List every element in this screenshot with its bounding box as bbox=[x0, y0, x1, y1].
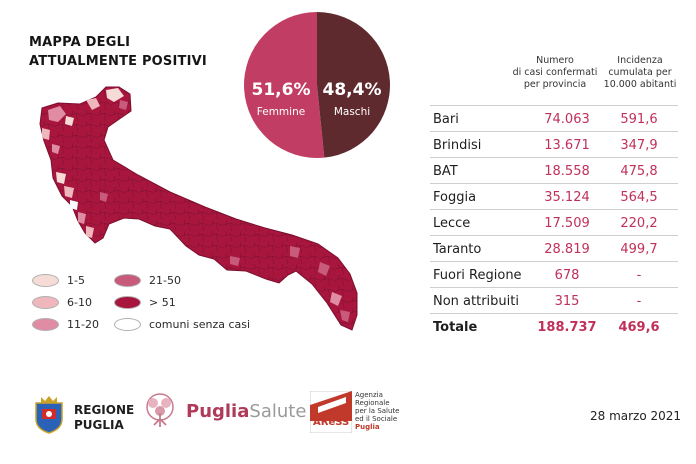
map-light-areas bbox=[42, 88, 350, 322]
table-row: Taranto 28.819 499,7 bbox=[430, 237, 678, 262]
row-cases: 35.124 bbox=[544, 189, 590, 205]
row-incidence: - bbox=[636, 293, 642, 309]
pie-slice-female bbox=[244, 12, 325, 158]
header-line: 10.000 abitanti bbox=[603, 79, 677, 90]
total-incidence: 469,6 bbox=[618, 320, 660, 335]
row-province: Bari bbox=[433, 111, 459, 127]
legend-item-21-50: 21-50 bbox=[114, 274, 181, 287]
legend-label: 11-20 bbox=[67, 318, 99, 331]
row-cases: 13.671 bbox=[544, 137, 590, 153]
aress-description: Agenzia Regionale per la Salute ed il So… bbox=[355, 391, 399, 431]
row-cases: 315 bbox=[554, 293, 580, 309]
report-date: 28 marzo 2021 bbox=[590, 409, 682, 423]
column-header-cases: Numero di casi confermati per provincia bbox=[500, 55, 610, 91]
column-header-incidence: Incidenza cumulata per 10.000 abitanti bbox=[590, 55, 690, 91]
table-top-divider bbox=[430, 105, 678, 106]
row-incidence: 220,2 bbox=[620, 215, 658, 231]
total-label: Totale bbox=[433, 320, 478, 335]
header-line: cumulata per bbox=[608, 67, 672, 78]
row-province: Fuori Regione bbox=[433, 267, 522, 283]
puglia-salute-logo: PugliaSalute bbox=[186, 401, 306, 422]
aress-line: Regionale bbox=[355, 399, 390, 407]
row-cases: 678 bbox=[554, 267, 580, 283]
legend-item-6-10: 6-10 bbox=[32, 296, 92, 309]
map-municipalities bbox=[40, 87, 357, 330]
row-cases: 74.063 bbox=[544, 111, 590, 127]
legend-item-1-5: 1-5 bbox=[32, 274, 85, 287]
legend-label: 1-5 bbox=[67, 274, 85, 287]
aress-line: ed il Sociale bbox=[355, 415, 398, 423]
table-total-row: Totale 188.737 469,6 bbox=[430, 315, 678, 340]
aress-line: Agenzia bbox=[355, 391, 383, 399]
aress-line-puglia: Puglia bbox=[355, 423, 380, 431]
legend-swatch-icon bbox=[114, 318, 141, 331]
male-label: Maschi bbox=[333, 106, 371, 118]
pie-male-label: 48,4% Maschi bbox=[312, 80, 392, 118]
regione-puglia-logo: REGIONE PUGLIA bbox=[74, 403, 134, 433]
total-cases: 188.737 bbox=[537, 320, 597, 335]
table-row: Brindisi 13.671 347,9 bbox=[430, 133, 678, 158]
legend-swatch-icon bbox=[32, 318, 59, 331]
row-province: BAT bbox=[433, 163, 458, 179]
header-line: di casi confermati bbox=[512, 67, 598, 78]
row-cases: 17.509 bbox=[544, 215, 590, 231]
page-title: MAPPA DEGLI ATTUALMENTE POSITIVI bbox=[29, 33, 207, 71]
header-line: Incidenza bbox=[617, 55, 663, 66]
row-incidence: - bbox=[636, 267, 642, 283]
puglia-salute-part2: Salute bbox=[249, 401, 307, 422]
row-province: Lecce bbox=[433, 215, 471, 231]
table-row: Lecce 17.509 220,2 bbox=[430, 211, 678, 236]
row-province: Brindisi bbox=[433, 137, 482, 153]
legend-swatch-icon bbox=[32, 274, 59, 287]
legend-label: 6-10 bbox=[67, 296, 92, 309]
row-incidence: 475,8 bbox=[620, 163, 658, 179]
puglia-salute-tree-icon bbox=[146, 393, 174, 427]
footer: REGIONE PUGLIA PugliaSalute AReSS Agenzi… bbox=[0, 385, 696, 445]
row-cases: 28.819 bbox=[544, 241, 590, 257]
row-incidence: 591,6 bbox=[620, 111, 658, 127]
aress-line: per la Salute bbox=[355, 407, 400, 415]
pie-female-label: 51,6% Femmine bbox=[241, 80, 321, 118]
row-province: Taranto bbox=[433, 241, 482, 257]
legend-swatch-icon bbox=[32, 296, 59, 309]
row-incidence: 564,5 bbox=[620, 189, 658, 205]
legend-item-no-cases: comuni senza casi bbox=[114, 318, 250, 331]
regione-puglia-crest-icon bbox=[35, 396, 63, 434]
legend-item-51: > 51 bbox=[114, 296, 176, 309]
row-cases: 18.558 bbox=[544, 163, 590, 179]
row-incidence: 347,9 bbox=[620, 137, 658, 153]
table-row: BAT 18.558 475,8 bbox=[430, 159, 678, 184]
table-row: Fuori Regione 678 - bbox=[430, 263, 678, 288]
puglia-salute-part1: Puglia bbox=[186, 401, 250, 422]
pie-slice-male bbox=[317, 12, 391, 158]
aress-logo-text: AReSS bbox=[313, 417, 350, 428]
regione-line-1: REGIONE bbox=[74, 403, 135, 417]
regione-line-2: PUGLIA bbox=[74, 418, 124, 432]
title-line-2: ATTUALMENTE POSITIVI bbox=[29, 54, 207, 69]
row-incidence: 499,7 bbox=[620, 241, 658, 257]
legend-label: > 51 bbox=[149, 296, 176, 309]
row-province: Non attribuiti bbox=[433, 293, 519, 309]
legend-label: 21-50 bbox=[149, 274, 181, 287]
legend-swatch-icon bbox=[114, 296, 141, 309]
female-label: Femmine bbox=[256, 106, 306, 118]
map-legend: 1-5 6-10 11-20 21-50 > 51 comuni senza c… bbox=[32, 272, 262, 336]
male-percent: 48,4% bbox=[322, 80, 382, 100]
legend-item-11-20: 11-20 bbox=[32, 318, 99, 331]
title-line-1: MAPPA DEGLI bbox=[29, 35, 131, 50]
aress-logo-icon bbox=[310, 391, 352, 433]
table-row: Foggia 35.124 564,5 bbox=[430, 185, 678, 210]
table-row: Non attribuiti 315 - bbox=[430, 289, 678, 314]
female-percent: 51,6% bbox=[251, 80, 311, 100]
legend-swatch-icon bbox=[114, 274, 141, 287]
row-province: Foggia bbox=[433, 189, 477, 205]
table-row: Bari 74.063 591,6 bbox=[430, 107, 678, 132]
header-line: per provincia bbox=[523, 79, 587, 90]
legend-label: comuni senza casi bbox=[149, 318, 251, 331]
header-line: Numero bbox=[536, 55, 574, 66]
